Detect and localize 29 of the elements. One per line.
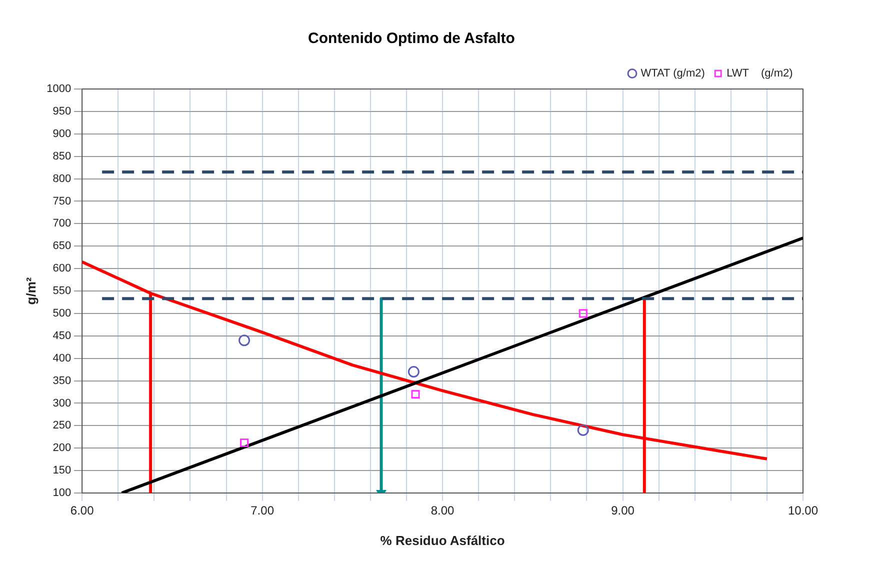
chart-title: Contenido Optimo de Asfalto: [308, 30, 515, 48]
y-tick-label: 150: [52, 464, 72, 477]
y-tick-label: 400: [52, 352, 72, 364]
legend-label: LWT (g/m2): [726, 68, 793, 80]
y-tick-label: 200: [52, 442, 72, 454]
x-axis-title: % Residuo Asfáltico: [380, 532, 505, 548]
y-tick-label: 450: [52, 330, 72, 342]
y-axis-title: g/m²: [23, 276, 38, 305]
y-tick-label: 300: [52, 397, 72, 410]
y-tick-label: 350: [52, 374, 72, 387]
x-tick-label: 10.00: [788, 504, 818, 518]
x-tick-label: 9.00: [611, 504, 635, 518]
y-tick-label: 800: [52, 172, 72, 185]
x-tick-label: 6.00: [70, 504, 94, 518]
legend-label: WTAT (g/m2): [640, 68, 705, 80]
y-tick-label: 650: [52, 240, 72, 252]
y-tick-label: 900: [52, 128, 72, 140]
y-tick-label: 500: [52, 307, 72, 320]
y-tick-label: 250: [52, 420, 72, 432]
y-tick-label: 600: [52, 262, 72, 275]
y-tick-label: 750: [52, 195, 72, 208]
x-tick-label: 8.00: [430, 504, 455, 518]
y-tick-label: 950: [52, 105, 72, 118]
y-tick-label: 550: [52, 285, 72, 298]
y-tick-label: 100: [52, 487, 72, 500]
y-tick-label: 700: [52, 218, 72, 230]
y-tick-label: 1000: [46, 83, 72, 96]
y-tick-label: 850: [52, 150, 72, 162]
x-tick-label: 7.00: [250, 504, 274, 518]
